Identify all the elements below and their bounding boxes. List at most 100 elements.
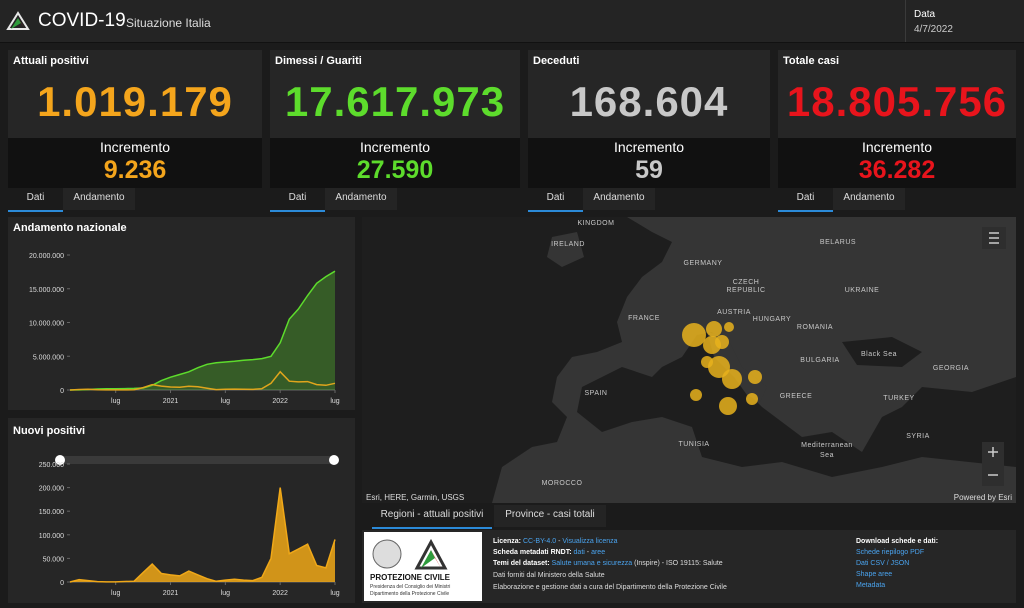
download-link[interactable]: Schede riepilogo PDF <box>856 549 925 556</box>
map-label: GERMANY <box>684 260 723 267</box>
region-bubble <box>748 370 762 384</box>
card-title: Dimessi / Guariti <box>275 55 362 67</box>
powered-by: Powered by Esri <box>954 493 1012 502</box>
app-title: COVID-19 <box>38 10 126 31</box>
map-label: TURKEY <box>883 395 914 402</box>
map-label: REPUBLIC <box>726 287 765 294</box>
map-label: FRANCE <box>628 315 660 322</box>
download-title: Download schede e dati: <box>856 538 939 545</box>
stat-card: Totale casi 18.805.756 Incremento 36.282 <box>778 50 1016 188</box>
link[interactable]: aree <box>591 549 606 556</box>
card-title: Totale casi <box>783 55 840 67</box>
link[interactable]: dati <box>573 549 585 556</box>
region-bubble <box>706 321 722 337</box>
map-tab[interactable]: Province - casi totali <box>494 505 606 527</box>
logo-title: PROTEZIONE CIVILE <box>370 573 451 582</box>
y-tick-label: 250.000 <box>39 462 64 469</box>
tab[interactable]: Andamento <box>833 188 905 210</box>
region-bubble <box>682 323 706 347</box>
x-tick-label: lug <box>330 590 339 597</box>
map-label: AUSTRIA <box>717 309 751 316</box>
label: Scheda metadati RNDT: <box>493 549 572 556</box>
tab[interactable]: Dati <box>528 188 583 212</box>
series-area <box>70 271 335 390</box>
themes-line: Temi del dataset: Salute umana e sicurez… <box>493 560 723 567</box>
map-label: BULGARIA <box>800 357 839 364</box>
region-bubbles <box>682 321 762 415</box>
map-label: GEORGIA <box>933 365 969 372</box>
increment-value: 59 <box>635 156 663 184</box>
series-line <box>69 487 336 583</box>
chart-title: Nuovi positivi <box>13 425 85 437</box>
link[interactable]: Visualizza licenza <box>562 538 618 545</box>
region-bubble <box>746 393 758 405</box>
download-link[interactable]: Metadata <box>856 582 886 589</box>
increment-label: Incremento <box>861 139 933 155</box>
download-link[interactable]: Shape aree <box>856 571 893 578</box>
increment-box: Incremento 9.236 <box>8 138 262 188</box>
map-label: KINGDOM <box>578 220 615 227</box>
license-line: Licenza: CC-BY-4.0 - Visualizza licenza <box>493 538 618 545</box>
increment-value: 27.590 <box>356 156 434 184</box>
zoom-icons <box>988 447 998 476</box>
x-tick-label: lug <box>330 398 339 405</box>
card-title: Attuali positivi <box>13 55 89 67</box>
separator <box>905 0 906 42</box>
link[interactable]: CC-BY-4.0 <box>522 538 557 545</box>
map-tab[interactable]: Regioni - attuali positivi <box>372 505 492 529</box>
y-tick-label: 100.000 <box>39 533 64 540</box>
tab[interactable]: Andamento <box>325 188 397 210</box>
footer: PROTEZIONE CIVILE Presidenza del Consigl… <box>362 530 1016 603</box>
header: COVID-19 Situazione Italia Data 4/7/2022 <box>0 0 1024 43</box>
land <box>547 232 584 267</box>
chart: Nuovi positivi 0 50.000 100.000 150.000 200.0… <box>13 425 340 597</box>
logo-line: Dipartimento della Protezione Civile <box>370 591 450 597</box>
region-bubble <box>690 389 702 401</box>
sep: - <box>558 538 561 545</box>
land <box>707 332 767 402</box>
tab[interactable]: Dati <box>8 188 63 212</box>
map-label: GREECE <box>780 393 813 400</box>
map-panel: KINGDOM IRELAND GERMANY BELARUS CZECH REPUBLI… <box>362 217 1016 503</box>
logo-icons <box>372 538 448 570</box>
stat-card: Dimessi / Guariti 17.617.973 Incremento 27.… <box>270 50 520 188</box>
tab[interactable]: Dati <box>778 188 833 212</box>
map-labels: KINGDOM IRELAND GERMANY BELARUS CZECHREPUBLI… <box>542 220 969 487</box>
range-slider <box>60 456 334 464</box>
increment-box: Incremento 27.590 <box>270 138 520 188</box>
x-tick-label: 2022 <box>272 398 288 405</box>
card-value: 168.604 <box>569 78 729 125</box>
slider-handle[interactable] <box>55 455 65 465</box>
sep: - <box>586 549 590 556</box>
increment-value: 9.236 <box>103 156 167 184</box>
map-label: SPAIN <box>585 390 608 397</box>
region-bubble <box>719 397 737 415</box>
increment-value: 36.282 <box>858 156 936 184</box>
zoom-controls[interactable] <box>982 442 1004 486</box>
tab[interactable]: Andamento <box>583 188 655 210</box>
tab[interactable]: Andamento <box>63 188 135 210</box>
chart-panel: Nuovi positivi 0 50.000 100.000 150.000 200.0… <box>8 418 355 603</box>
link[interactable]: Salute umana e sicurezza <box>551 560 633 567</box>
region-bubble <box>724 322 734 332</box>
y-tick-label: 0 <box>60 580 64 587</box>
map-label: Sea <box>820 452 834 459</box>
map-label: SYRIA <box>906 433 930 440</box>
rndt-line: Scheda metadati RNDT: dati - aree <box>493 549 605 556</box>
increment-box: Incremento 59 <box>528 138 770 188</box>
increment-label: Incremento <box>359 139 431 155</box>
card-title: Deceduti <box>533 55 580 67</box>
slider-handle[interactable] <box>329 455 339 465</box>
map-label: ROMANIA <box>797 324 833 331</box>
map-label: CZECH <box>733 279 760 286</box>
logo-box: PROTEZIONE CIVILE Presidenza del Consigl… <box>364 532 482 601</box>
tab[interactable]: Dati <box>270 188 325 212</box>
x-tick-label: lug <box>221 398 230 405</box>
map-label: BELARUS <box>820 239 856 246</box>
date-value: 4/7/2022 <box>914 24 953 35</box>
increment-box: Incremento 36.282 <box>778 138 1016 188</box>
y-tick-label: 5.000.000 <box>33 354 64 361</box>
download-link[interactable]: Dati CSV / JSON <box>856 560 910 567</box>
